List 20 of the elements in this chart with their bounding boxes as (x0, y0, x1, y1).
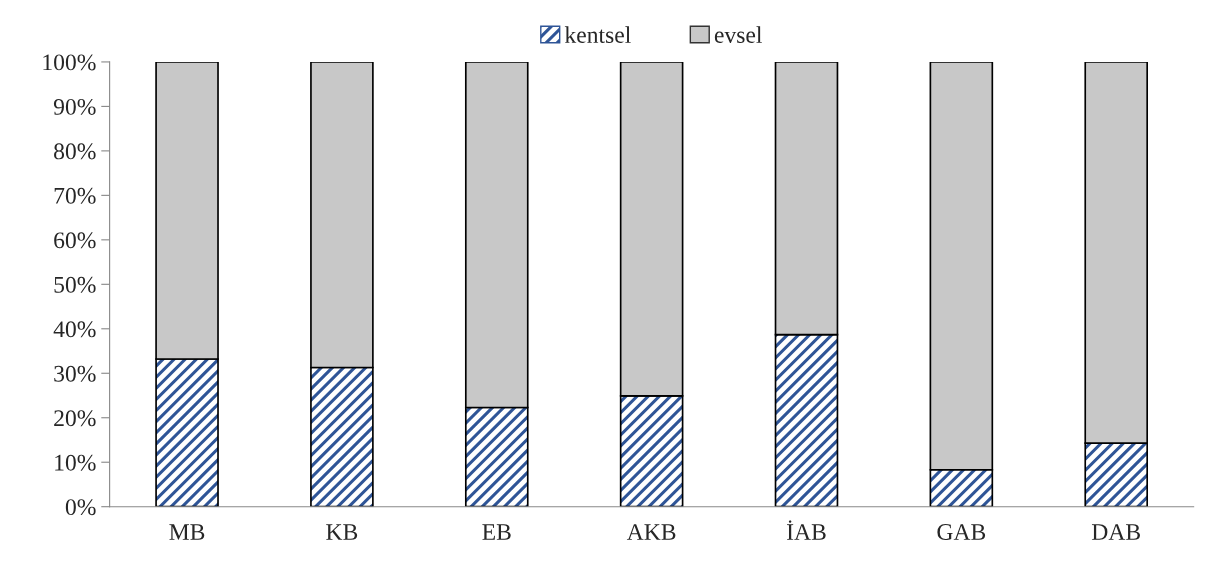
x-tick-label: DAB (1091, 524, 1140, 540)
x-tick-label: EB (482, 524, 511, 540)
y-tick-label: 40% (53, 321, 96, 338)
y-tick-label: 70% (54, 187, 96, 204)
y-tick-label: 90% (53, 98, 96, 115)
x-tick-label: MB (169, 524, 205, 540)
x-tick-label: GAB (937, 524, 986, 540)
y-tick-label: 100% (43, 54, 96, 71)
legend-label: kentsel (564, 26, 631, 43)
y-tick-label: 10% (55, 454, 96, 471)
x-tick-label: KB (326, 524, 358, 540)
y-tick-label: 80% (54, 143, 96, 160)
x-tick-label: İAB (787, 520, 826, 540)
y-tick-label: 0% (65, 499, 96, 516)
y-tick-label: 30% (54, 365, 96, 382)
y-tick-label: 20% (54, 410, 96, 427)
x-tick-label: AKB (626, 524, 676, 540)
y-tick-label: 60% (54, 232, 96, 249)
y-tick-label: 50% (54, 276, 96, 293)
legend-label: evsel (714, 26, 762, 43)
